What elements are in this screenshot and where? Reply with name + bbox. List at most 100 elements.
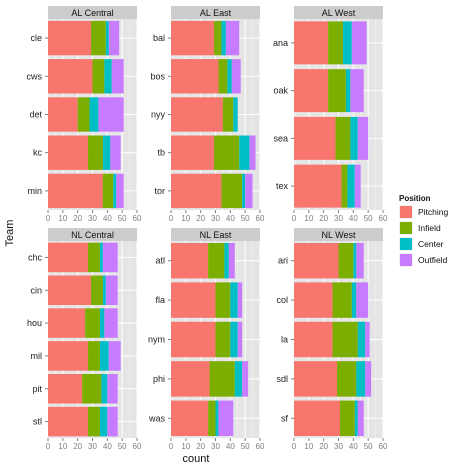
- bar-segment-was-infield: [208, 400, 216, 437]
- bar-segment-bos-center: [227, 59, 232, 94]
- bar-segment-nyy-pitching: [171, 97, 223, 132]
- team-label-cle: cle: [30, 33, 42, 43]
- legend-swatch-infield: [400, 222, 412, 234]
- bar-segment-tb-infield: [214, 135, 240, 170]
- bar-segment-hou-infield: [85, 308, 100, 338]
- bar-segment-fla-center: [230, 282, 238, 318]
- x-tick-label: 30: [334, 442, 343, 451]
- team-label-kc: kc: [33, 148, 43, 158]
- bar-segment-cin-outfield: [105, 275, 118, 306]
- x-tick-label: 50: [364, 442, 373, 451]
- bar-segment-la-outfield: [365, 321, 370, 358]
- bar-segment-pit-infield: [82, 373, 102, 404]
- team-label-tb: tb: [157, 148, 165, 158]
- bar-segment-oak-outfield: [350, 69, 364, 113]
- bar-segment-cws-center: [104, 59, 112, 94]
- x-tick-label: 60: [379, 442, 388, 451]
- bar-segment-tex-infield: [341, 164, 348, 208]
- y-axis-title: Team: [4, 220, 16, 247]
- x-tick-label: 0: [169, 442, 174, 451]
- panels-group: AL Central cle cws det kc min 0 10 20 30 40 50 60 AL …: [27, 6, 388, 451]
- bar-segment-ana-pitching: [294, 21, 329, 65]
- bar-segment-col-center: [351, 282, 357, 318]
- bar-segment-tb-center: [239, 135, 250, 170]
- legend-label-outfield: Outfield: [418, 255, 448, 265]
- bar-segment-sf-infield: [339, 400, 355, 437]
- x-tick-label: 30: [88, 214, 97, 223]
- bar-segment-min-outfield: [116, 173, 124, 209]
- bar-segment-oak-center: [345, 69, 351, 113]
- bar-segment-ari-center: [353, 242, 357, 279]
- x-tick-label: 20: [73, 214, 82, 223]
- bar-segment-hou-center: [99, 308, 105, 338]
- team-label-la: la: [281, 335, 288, 345]
- x-tick-label: 0: [46, 214, 51, 223]
- team-label-sdl: sdl: [276, 374, 288, 384]
- panel-strip: [171, 6, 260, 19]
- team-label-sea: sea: [273, 133, 288, 143]
- bar-segment-bos-pitching: [171, 59, 219, 94]
- bar-segment-ari-infield: [338, 242, 354, 279]
- legend-label-pitching: Pitching: [418, 207, 449, 217]
- bar-segment-col-outfield: [356, 282, 369, 318]
- x-tick-label: 40: [349, 214, 358, 223]
- team-label-nym: nym: [148, 335, 165, 345]
- team-label-ana: ana: [273, 38, 288, 48]
- bar-segment-atl-outfield: [228, 242, 235, 279]
- legend-swatch-pitching: [400, 206, 412, 218]
- bar-segment-det-outfield: [98, 97, 124, 132]
- x-tick-label: 0: [292, 214, 297, 223]
- team-label-mil: mil: [31, 351, 43, 361]
- team-label-stl: stl: [33, 417, 42, 427]
- bar-segment-oak-infield: [328, 69, 346, 113]
- bar-segment-hou-pitching: [48, 308, 86, 338]
- bar-segment-atl-infield: [208, 242, 225, 279]
- bar-segment-tb-pitching: [171, 135, 215, 170]
- bar-segment-pit-center: [101, 373, 108, 404]
- bar-segment-det-center: [89, 97, 99, 132]
- team-label-fla: fla: [155, 295, 165, 305]
- bar-segment-nyy-infield: [222, 97, 234, 132]
- bar-segment-sdl-infield: [337, 361, 357, 397]
- x-tick-label: 0: [292, 442, 297, 451]
- bar-segment-cle-outfield: [108, 20, 120, 56]
- bar-segment-was-pitching: [171, 400, 209, 437]
- bar-segment-oak-pitching: [294, 69, 329, 113]
- x-tick-label: 60: [379, 214, 388, 223]
- panel-title: NL West: [321, 230, 356, 240]
- team-label-hou: hou: [27, 318, 42, 328]
- panel-title: AL West: [322, 8, 356, 18]
- bar-segment-cle-pitching: [48, 20, 92, 56]
- bar-segment-sf-outfield: [357, 400, 364, 437]
- bar-segment-hou-outfield: [104, 308, 118, 338]
- bar-segment-cin-center: [102, 275, 106, 306]
- bar-segment-la-center: [357, 321, 366, 358]
- bar-segment-phi-pitching: [171, 361, 210, 397]
- bar-segment-stl-center: [99, 406, 108, 437]
- bar-segment-ana-center: [342, 21, 352, 65]
- team-label-bos: bos: [150, 71, 165, 81]
- bar-segment-sf-center: [354, 400, 358, 437]
- bar-segment-stl-infield: [88, 406, 100, 437]
- bar-segment-chc-pitching: [48, 242, 89, 273]
- bar-segment-fla-outfield: [237, 282, 243, 318]
- x-tick-label: 40: [103, 442, 112, 451]
- team-label-chc: chc: [28, 252, 43, 262]
- bar-segment-sea-outfield: [357, 116, 369, 160]
- team-label-was: was: [148, 413, 166, 423]
- bar-segment-mil-center: [99, 341, 109, 371]
- team-label-tor: tor: [154, 186, 165, 196]
- team-label-min: min: [27, 186, 42, 196]
- team-label-bal: bal: [153, 33, 165, 43]
- bar-segment-ana-infield: [328, 21, 343, 65]
- bar-segment-bal-pitching: [171, 20, 215, 56]
- bar-segment-tb-outfield: [249, 135, 256, 170]
- x-tick-label: 20: [319, 442, 328, 451]
- x-tick-label: 50: [118, 442, 127, 451]
- bar-segment-fla-pitching: [171, 282, 216, 318]
- team-label-pit: pit: [32, 384, 42, 394]
- legend: Position Pitching Infield Center Outfield: [398, 194, 449, 268]
- x-tick-label: 20: [196, 442, 205, 451]
- x-axis-title: count: [183, 453, 210, 465]
